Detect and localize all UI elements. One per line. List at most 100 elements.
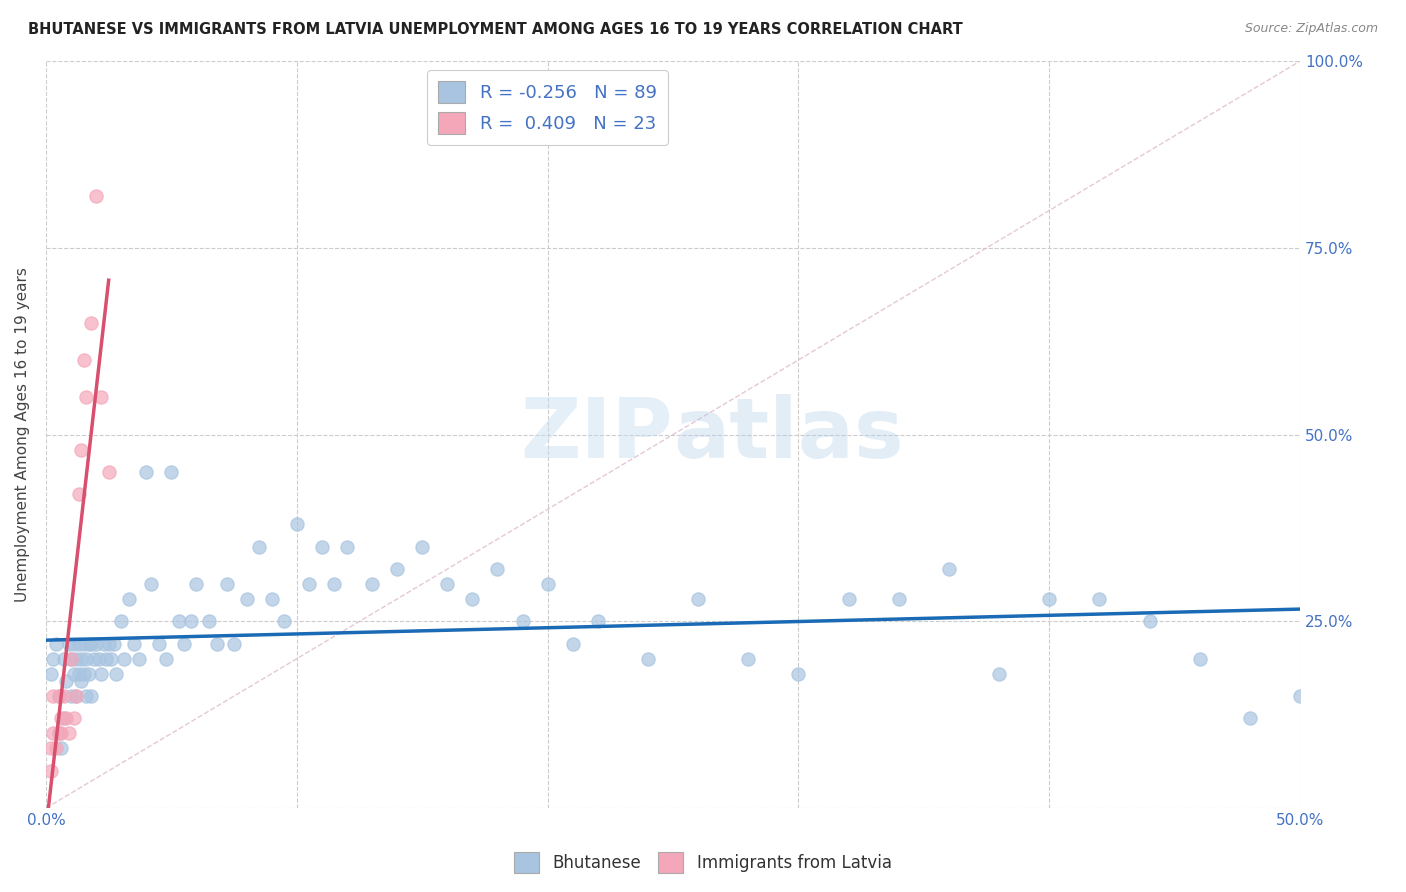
Point: [48, 689, 70, 703]
Point: [186, 577, 208, 591]
Point: [42, 689, 65, 703]
Point: [938, 562, 960, 576]
Point: [39, 741, 62, 756]
Point: [103, 637, 125, 651]
Point: [160, 465, 183, 479]
Point: [311, 540, 333, 554]
Text: Source: ZipAtlas.com: Source: ZipAtlas.com: [1244, 22, 1378, 36]
Point: [52, 711, 75, 725]
Point: [70, 442, 93, 457]
Point: [62, 711, 84, 725]
Point: [80, 637, 103, 651]
Point: [75, 651, 97, 665]
Legend: R = -0.256   N = 89, R =  0.409   N = 23: R = -0.256 N = 89, R = 0.409 N = 23: [427, 70, 668, 145]
Point: [215, 577, 238, 591]
Text: atlas: atlas: [673, 394, 904, 475]
Point: [52, 689, 75, 703]
Point: [97, 465, 120, 479]
Point: [198, 615, 221, 629]
Point: [235, 591, 257, 606]
Point: [988, 666, 1011, 681]
Point: [1088, 591, 1111, 606]
Point: [180, 615, 202, 629]
Point: [80, 689, 103, 703]
Point: [75, 689, 97, 703]
Point: [55, 711, 77, 725]
Point: [77, 637, 100, 651]
Point: [48, 726, 70, 740]
Point: [93, 637, 115, 651]
Point: [49, 726, 72, 740]
Point: [80, 316, 103, 330]
Point: [586, 615, 609, 629]
Point: [336, 540, 359, 554]
Point: [49, 711, 72, 725]
Point: [461, 591, 484, 606]
Point: [58, 637, 80, 651]
Point: [167, 615, 190, 629]
Point: [87, 651, 110, 665]
Point: [67, 487, 90, 501]
Point: [1239, 711, 1261, 725]
Point: [77, 666, 100, 681]
Point: [298, 577, 321, 591]
Point: [112, 651, 135, 665]
Text: BHUTANESE VS IMMIGRANTS FROM LATVIA UNEMPLOYMENT AMONG AGES 16 TO 19 YEARS CORRE: BHUTANESE VS IMMIGRANTS FROM LATVIA UNEM…: [28, 22, 963, 37]
Point: [1289, 689, 1312, 703]
Point: [96, 651, 118, 665]
Point: [70, 651, 93, 665]
Point: [62, 666, 84, 681]
Point: [84, 637, 107, 651]
Point: [72, 352, 94, 367]
Point: [48, 689, 70, 703]
Point: [45, 741, 67, 756]
Point: [686, 591, 709, 606]
Point: [141, 577, 163, 591]
Point: [62, 637, 84, 651]
Point: [97, 637, 120, 651]
Point: [122, 637, 145, 651]
Point: [205, 637, 228, 651]
Point: [561, 637, 583, 651]
Point: [83, 651, 105, 665]
Point: [72, 666, 94, 681]
Point: [42, 651, 65, 665]
Point: [65, 651, 87, 665]
Point: [787, 666, 810, 681]
Point: [135, 465, 157, 479]
Point: [1038, 591, 1060, 606]
Point: [58, 726, 80, 740]
Point: [90, 666, 112, 681]
Legend: Bhutanese, Immigrants from Latvia: Bhutanese, Immigrants from Latvia: [508, 846, 898, 880]
Point: [411, 540, 433, 554]
Point: [1139, 615, 1161, 629]
Point: [52, 651, 75, 665]
Point: [105, 666, 128, 681]
Point: [65, 689, 87, 703]
Point: [536, 577, 558, 591]
Point: [128, 651, 150, 665]
Point: [65, 689, 87, 703]
Point: [148, 637, 170, 651]
Point: [887, 591, 910, 606]
Point: [39, 764, 62, 778]
Point: [110, 615, 132, 629]
Point: [49, 741, 72, 756]
Point: [173, 637, 195, 651]
Point: [42, 726, 65, 740]
Point: [100, 651, 122, 665]
Point: [55, 674, 77, 689]
Point: [118, 591, 141, 606]
Point: [39, 666, 62, 681]
Point: [285, 517, 308, 532]
Point: [70, 674, 93, 689]
Point: [45, 637, 67, 651]
Point: [512, 615, 534, 629]
Point: [90, 390, 112, 404]
Point: [385, 562, 408, 576]
Point: [737, 651, 759, 665]
Point: [486, 562, 509, 576]
Point: [436, 577, 458, 591]
Point: [1188, 651, 1211, 665]
Text: ZIP: ZIP: [520, 394, 673, 475]
